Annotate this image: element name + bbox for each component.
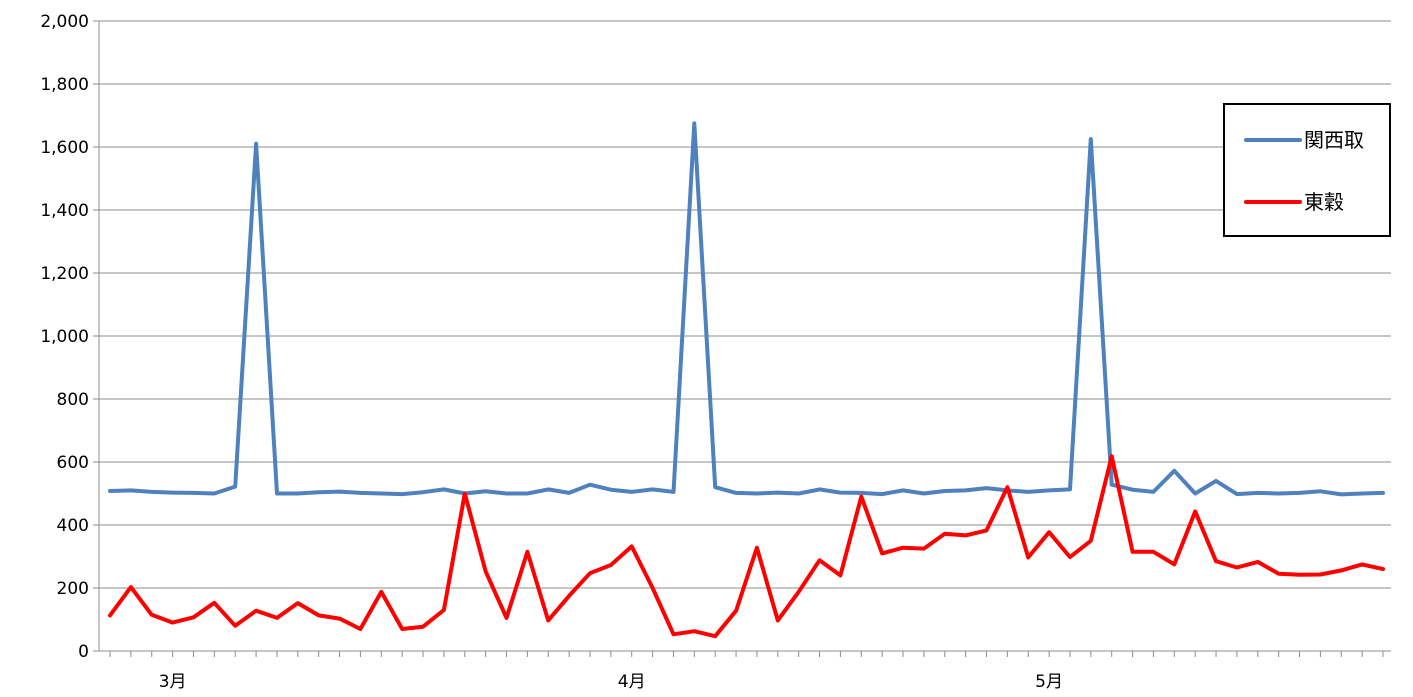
y-tick-label: 400 (57, 516, 89, 536)
gridlines (99, 20, 1391, 589)
series-lines (108, 121, 1385, 639)
x-tick-label: 5月 (1035, 672, 1063, 692)
y-tick-label: 1,000 (40, 327, 89, 347)
axes: 0 200 400 600 800 1,000 1,200 1,400 1,600 1,800 2,… (40, 12, 1391, 692)
y-tick-label: 200 (57, 579, 89, 599)
legend-label: 関西取 (1304, 128, 1364, 152)
x-tick-label: 3月 (159, 672, 187, 692)
y-tick-label: 1,200 (40, 264, 89, 284)
series-line-0 (108, 121, 1385, 497)
legend-label: 東穀 (1304, 190, 1344, 214)
y-tick-label: 1,600 (40, 138, 89, 158)
y-tick-label: 0 (78, 642, 89, 662)
y-tick-label: 1,400 (40, 201, 89, 221)
y-tick-label: 800 (57, 390, 89, 410)
y-tick-label: 1,800 (40, 75, 89, 95)
legend-box (1223, 103, 1391, 237)
y-tick-label: 2,000 (40, 12, 89, 32)
series-line-1 (108, 454, 1385, 639)
x-tick-label: 4月 (618, 672, 646, 692)
y-tick-label: 600 (57, 453, 89, 473)
